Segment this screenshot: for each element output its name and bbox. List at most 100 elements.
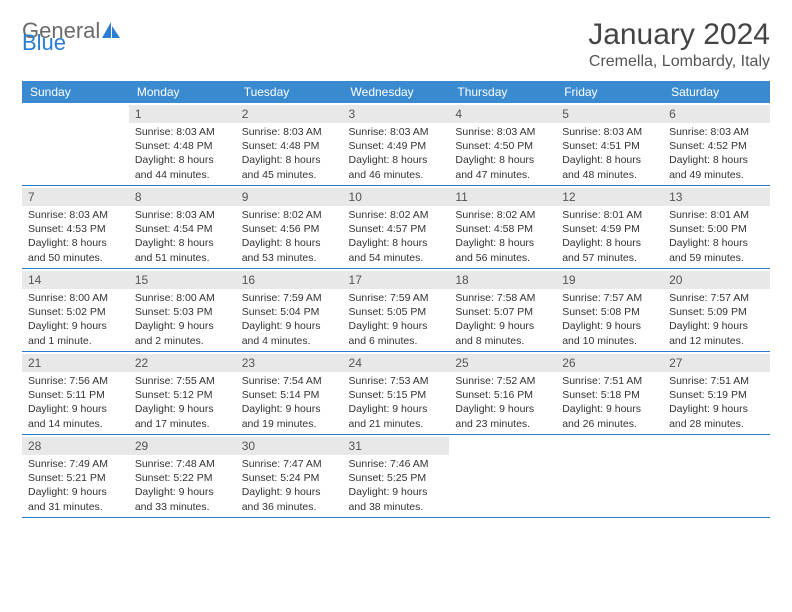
day-number: 27 xyxy=(663,354,770,372)
day-number: 10 xyxy=(343,188,450,206)
day-info: Sunrise: 8:03 AMSunset: 4:48 PMDaylight:… xyxy=(242,125,337,182)
weekday-header: Sunday xyxy=(22,81,129,103)
logo: General Blue xyxy=(22,18,122,44)
day-info: Sunrise: 8:03 AMSunset: 4:52 PMDaylight:… xyxy=(669,125,764,182)
day-info: Sunrise: 7:57 AMSunset: 5:09 PMDaylight:… xyxy=(669,291,764,348)
day-number: 20 xyxy=(663,271,770,289)
day-info: Sunrise: 8:03 AMSunset: 4:48 PMDaylight:… xyxy=(135,125,230,182)
day-info: Sunrise: 7:59 AMSunset: 5:05 PMDaylight:… xyxy=(349,291,444,348)
day-number: 15 xyxy=(129,271,236,289)
day-info: Sunrise: 8:00 AMSunset: 5:03 PMDaylight:… xyxy=(135,291,230,348)
weekday-header: Thursday xyxy=(449,81,556,103)
day-info: Sunrise: 7:51 AMSunset: 5:19 PMDaylight:… xyxy=(669,374,764,431)
day-info: Sunrise: 7:48 AMSunset: 5:22 PMDaylight:… xyxy=(135,457,230,514)
calendar-cell: 20 Sunrise: 7:57 AMSunset: 5:09 PMDayligh… xyxy=(663,269,770,352)
day-number: 6 xyxy=(663,105,770,123)
day-number: 25 xyxy=(449,354,556,372)
calendar-cell: 27 Sunrise: 7:51 AMSunset: 5:19 PMDayligh… xyxy=(663,352,770,435)
calendar-cell xyxy=(449,435,556,518)
calendar-table: Sunday Monday Tuesday Wednesday Thursday… xyxy=(22,81,770,518)
calendar-row: 28 Sunrise: 7:49 AMSunset: 5:21 PMDayligh… xyxy=(22,435,770,518)
calendar-cell xyxy=(22,103,129,186)
weekday-header: Monday xyxy=(129,81,236,103)
day-info: Sunrise: 8:02 AMSunset: 4:57 PMDaylight:… xyxy=(349,208,444,265)
day-number: 29 xyxy=(129,437,236,455)
day-number: 1 xyxy=(129,105,236,123)
calendar-cell xyxy=(556,435,663,518)
day-number: 3 xyxy=(343,105,450,123)
month-title: January 2024 xyxy=(588,18,770,51)
weekday-header: Friday xyxy=(556,81,663,103)
calendar-cell: 3 Sunrise: 8:03 AMSunset: 4:49 PMDaylight… xyxy=(343,103,450,186)
day-info: Sunrise: 8:03 AMSunset: 4:49 PMDaylight:… xyxy=(349,125,444,182)
day-number: 11 xyxy=(449,188,556,206)
header: General Blue January 2024 Cremella, Lomb… xyxy=(22,18,770,71)
calendar-cell: 19 Sunrise: 7:57 AMSunset: 5:08 PMDayligh… xyxy=(556,269,663,352)
calendar-row: 21Sunrise: 7:56 AMSunset: 5:11 PMDayligh… xyxy=(22,352,770,435)
day-number: 21 xyxy=(22,354,129,372)
day-info: Sunrise: 7:54 AMSunset: 5:14 PMDaylight:… xyxy=(242,374,337,431)
day-info: Sunrise: 8:03 AMSunset: 4:51 PMDaylight:… xyxy=(562,125,657,182)
day-number: 18 xyxy=(449,271,556,289)
day-info: Sunrise: 7:47 AMSunset: 5:24 PMDaylight:… xyxy=(242,457,337,514)
title-block: January 2024 Cremella, Lombardy, Italy xyxy=(588,18,770,71)
calendar-cell: 14 Sunrise: 8:00 AMSunset: 5:02 PMDayligh… xyxy=(22,269,129,352)
day-info: Sunrise: 7:59 AMSunset: 5:04 PMDaylight:… xyxy=(242,291,337,348)
day-info: Sunrise: 7:49 AMSunset: 5:21 PMDaylight:… xyxy=(28,457,123,514)
day-number: 31 xyxy=(343,437,450,455)
day-info: Sunrise: 8:01 AMSunset: 5:00 PMDaylight:… xyxy=(669,208,764,265)
day-number: 19 xyxy=(556,271,663,289)
day-info: Sunrise: 8:02 AMSunset: 4:58 PMDaylight:… xyxy=(455,208,550,265)
day-number: 16 xyxy=(236,271,343,289)
day-number: 24 xyxy=(343,354,450,372)
calendar-cell: 13 Sunrise: 8:01 AMSunset: 5:00 PMDayligh… xyxy=(663,186,770,269)
calendar-cell: 8Sunrise: 8:03 AMSunset: 4:54 PMDaylight… xyxy=(129,186,236,269)
calendar-cell: 15 Sunrise: 8:00 AMSunset: 5:03 PMDayligh… xyxy=(129,269,236,352)
day-number: 14 xyxy=(22,271,129,289)
day-number: 26 xyxy=(556,354,663,372)
calendar-cell: 9 Sunrise: 8:02 AMSunset: 4:56 PMDaylight… xyxy=(236,186,343,269)
day-number: 5 xyxy=(556,105,663,123)
calendar-cell: 22Sunrise: 7:55 AMSunset: 5:12 PMDayligh… xyxy=(129,352,236,435)
sail-icon xyxy=(100,20,122,42)
calendar-cell: 6 Sunrise: 8:03 AMSunset: 4:52 PMDaylight… xyxy=(663,103,770,186)
calendar-cell: 24 Sunrise: 7:53 AMSunset: 5:15 PMDayligh… xyxy=(343,352,450,435)
calendar-cell: 12Sunrise: 8:01 AMSunset: 4:59 PMDayligh… xyxy=(556,186,663,269)
calendar-cell: 23 Sunrise: 7:54 AMSunset: 5:14 PMDayligh… xyxy=(236,352,343,435)
day-number: 22 xyxy=(129,354,236,372)
weekday-header: Wednesday xyxy=(343,81,450,103)
day-number: 23 xyxy=(236,354,343,372)
day-info: Sunrise: 8:02 AMSunset: 4:56 PMDaylight:… xyxy=(242,208,337,265)
calendar-row: 7 Sunrise: 8:03 AMSunset: 4:53 PMDaylight… xyxy=(22,186,770,269)
day-info: Sunrise: 8:03 AMSunset: 4:53 PMDaylight:… xyxy=(28,208,123,265)
day-number: 7 xyxy=(22,188,129,206)
day-number: 17 xyxy=(343,271,450,289)
calendar-cell xyxy=(663,435,770,518)
logo-word2: Blue xyxy=(22,30,66,55)
day-number: 13 xyxy=(663,188,770,206)
day-info: Sunrise: 7:58 AMSunset: 5:07 PMDaylight:… xyxy=(455,291,550,348)
calendar-cell: 21Sunrise: 7:56 AMSunset: 5:11 PMDayligh… xyxy=(22,352,129,435)
location: Cremella, Lombardy, Italy xyxy=(588,53,770,71)
day-number: 9 xyxy=(236,188,343,206)
day-number: 2 xyxy=(236,105,343,123)
day-info: Sunrise: 7:57 AMSunset: 5:08 PMDaylight:… xyxy=(562,291,657,348)
calendar-cell: 4Sunrise: 8:03 AMSunset: 4:50 PMDaylight… xyxy=(449,103,556,186)
day-number: 8 xyxy=(129,188,236,206)
calendar-cell: 31Sunrise: 7:46 AMSunset: 5:25 PMDayligh… xyxy=(343,435,450,518)
calendar-body: 1 Sunrise: 8:03 AMSunset: 4:48 PMDaylight… xyxy=(22,103,770,518)
day-info: Sunrise: 8:01 AMSunset: 4:59 PMDaylight:… xyxy=(562,208,657,265)
weekday-header-row: Sunday Monday Tuesday Wednesday Thursday… xyxy=(22,81,770,103)
day-number: 28 xyxy=(22,437,129,455)
weekday-header: Saturday xyxy=(663,81,770,103)
day-number: 4 xyxy=(449,105,556,123)
day-info: Sunrise: 7:53 AMSunset: 5:15 PMDaylight:… xyxy=(349,374,444,431)
day-info: Sunrise: 7:52 AMSunset: 5:16 PMDaylight:… xyxy=(455,374,550,431)
day-info: Sunrise: 8:00 AMSunset: 5:02 PMDaylight:… xyxy=(28,291,123,348)
calendar-cell: 25 Sunrise: 7:52 AMSunset: 5:16 PMDayligh… xyxy=(449,352,556,435)
calendar-cell: 16 Sunrise: 7:59 AMSunset: 5:04 PMDayligh… xyxy=(236,269,343,352)
weekday-header: Tuesday xyxy=(236,81,343,103)
calendar-cell: 18 Sunrise: 7:58 AMSunset: 5:07 PMDayligh… xyxy=(449,269,556,352)
calendar-cell: 28 Sunrise: 7:49 AMSunset: 5:21 PMDayligh… xyxy=(22,435,129,518)
calendar-cell: 5 Sunrise: 8:03 AMSunset: 4:51 PMDaylight… xyxy=(556,103,663,186)
